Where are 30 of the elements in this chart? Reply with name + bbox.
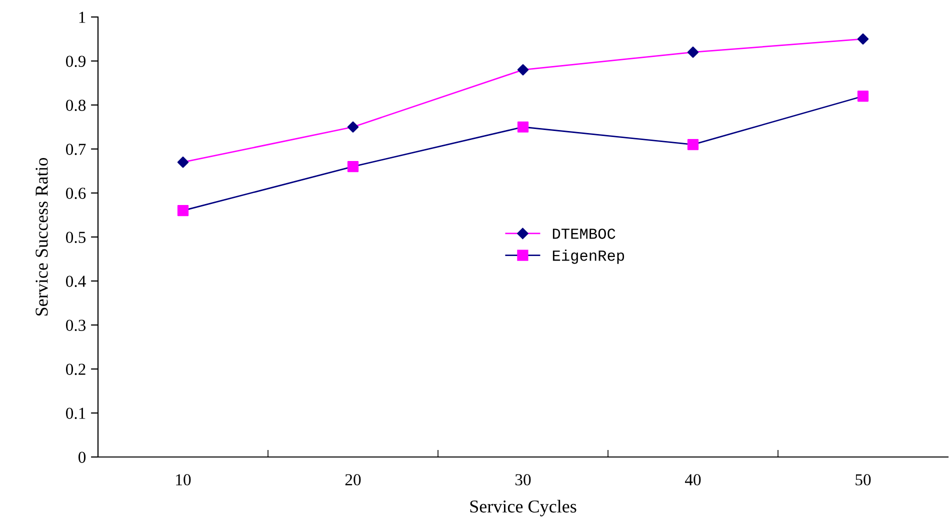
legend-label: DTEMBOC: [552, 228, 616, 239]
legend-label: EigenRep: [552, 250, 624, 264]
point: [687, 139, 699, 150]
y-tick-label: 0: [78, 452, 86, 463]
y-tick-label: 0.9: [66, 56, 86, 68]
y-tick-label: 0.2: [66, 364, 86, 376]
point: [347, 121, 359, 133]
point: [857, 33, 869, 45]
point: [177, 205, 189, 216]
point: [857, 90, 869, 102]
point: [517, 64, 529, 76]
y-tick-label: 0.5: [66, 232, 86, 244]
y-tick-label: 0.1: [66, 408, 86, 420]
x-tick-label: 40: [684, 474, 701, 486]
x-axis-title: Service Cycles: [470, 500, 576, 516]
y-tick-label: 0.4: [66, 276, 86, 288]
y-axis-title: Service Success Ratio: [36, 158, 48, 316]
point: [177, 156, 189, 168]
y-tick-label: 0.6: [66, 188, 86, 200]
point: [517, 121, 529, 133]
y-tick-label: 0.8: [66, 100, 86, 112]
y-tick-label: 1: [79, 12, 86, 23]
point: [687, 46, 699, 58]
y-tick-label: 0.7: [66, 144, 86, 156]
point: [347, 161, 359, 172]
x-tick-label: 50: [856, 474, 871, 486]
y-tick-label: 0.3: [66, 320, 86, 332]
x-tick-label: 30: [515, 474, 531, 486]
x-tick-label: 10: [176, 474, 191, 486]
x-tick-label: 20: [345, 474, 361, 486]
